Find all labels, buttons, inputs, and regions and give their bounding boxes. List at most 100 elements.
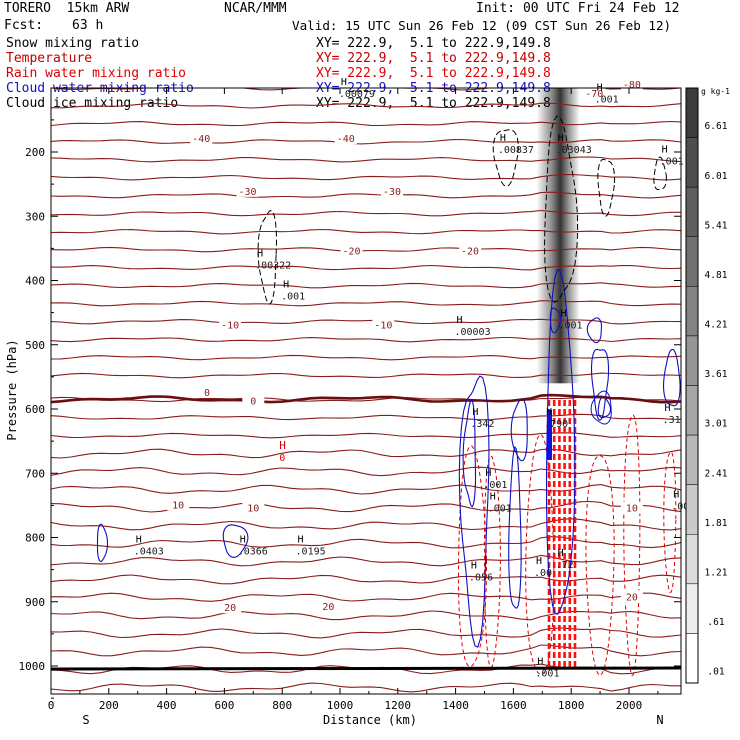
- maximum-h-marker: H: [536, 556, 542, 567]
- temperature-isotherm: [51, 372, 681, 379]
- rain-contour: [525, 433, 555, 675]
- maximum-h-marker: H: [662, 145, 668, 156]
- x-tick-label: 0: [48, 699, 55, 712]
- temperature-isotherm: [51, 246, 681, 253]
- temperature-isotherm: [51, 432, 681, 439]
- temperature-label-bg: [334, 132, 357, 145]
- cloud-water-contour: [510, 398, 528, 462]
- temperature-label: 0: [250, 396, 256, 407]
- x-tick-label: 1200: [385, 699, 412, 712]
- cloud-water-contour: [590, 348, 610, 421]
- rain-contours: [457, 400, 677, 677]
- surface-line: [50, 666, 682, 671]
- maximum-h-marker: H: [298, 535, 304, 546]
- maximum-value-label: .001: [483, 480, 507, 491]
- x-tick-label: 200: [99, 699, 119, 712]
- rain-contour: [623, 414, 641, 677]
- temperature-label: 20: [224, 603, 236, 614]
- maximum-value-label: .72: [556, 560, 574, 571]
- temperature-label-bg: [620, 501, 643, 514]
- rain-maximum-h-marker: H: [279, 439, 286, 452]
- temperature-isotherm: [51, 448, 681, 459]
- init-label: Init: 00 UTC Fri 24 Feb 12: [476, 1, 680, 16]
- colorbar-label: .61: [707, 617, 724, 628]
- cloud-water-contour: [508, 446, 522, 609]
- temperature-label: -40: [192, 134, 210, 145]
- maximum-value-label: .00: [671, 502, 689, 513]
- y-tick-label: 1000: [19, 660, 46, 673]
- temperature-isotherm: [51, 228, 681, 235]
- maximum-value-label: .0403: [134, 547, 164, 558]
- south-label: S: [82, 713, 89, 727]
- temperature-isotherm: [51, 466, 681, 477]
- colorbar: 6.61 6.01 5.41 4.81 4.21 3.61 3.01 2.41 1.81 1.21…: [685, 87, 730, 684]
- cloud-water-contour: [458, 375, 490, 648]
- colorbar-unit: g kg-1: [701, 87, 730, 96]
- colorbar-segment: [685, 534, 699, 585]
- maximum-h-marker: H: [283, 280, 289, 291]
- colorbar-segment: [685, 434, 699, 485]
- x-tick-label: 1600: [500, 699, 527, 712]
- colorbar-label: 3.01: [705, 419, 728, 430]
- maximum-value-label: .00322: [255, 261, 291, 272]
- maximum-h-marker: H: [558, 133, 564, 144]
- cloud-water-contour: [597, 396, 612, 419]
- temperature-label-bg: [620, 78, 643, 91]
- temperature-label-bg: [372, 318, 395, 331]
- maximum-value-label: .00003: [454, 327, 490, 338]
- temperature-contours: [51, 88, 681, 693]
- maximum-value-label: .00079: [339, 89, 375, 100]
- temperature-label-bg: [381, 184, 404, 197]
- temperature-label: 10: [247, 504, 259, 515]
- colorbar-segment: [685, 186, 699, 238]
- temperature-isotherm: [51, 644, 681, 657]
- temperature-label: -70: [585, 89, 603, 100]
- y-tick-label: 300: [25, 210, 45, 223]
- legend-xy-temperature: XY= 222.9, 5.1 to 222.9,149.8: [316, 51, 551, 66]
- x-tick-label: 2000: [616, 699, 643, 712]
- temperature-label-bg: [219, 601, 242, 614]
- maximum-value-label: .342: [470, 419, 494, 430]
- colorbar-segment: [685, 286, 699, 337]
- y-tick-label: 200: [25, 146, 45, 159]
- freezing-level-isotherm: [51, 393, 681, 404]
- temperature-isotherm: [51, 336, 681, 343]
- org-label: NCAR/MMM: [224, 1, 287, 16]
- colorbar-label: .01: [707, 667, 724, 678]
- temperature-label: -80: [623, 80, 641, 91]
- temperature-isotherm: [51, 592, 681, 602]
- colorbar-label: 3.61: [705, 369, 728, 380]
- temperature-label-bg: [196, 385, 219, 398]
- cloud-water-contours: [96, 269, 681, 648]
- temperature-label: 10: [172, 500, 184, 511]
- temperature-isotherm: [51, 627, 681, 639]
- cloud-ice-contour: [653, 156, 667, 191]
- y-axis-label: Pressure (hPa): [5, 339, 19, 440]
- temperature-isotherm: [51, 138, 681, 145]
- colorbar-segment: [685, 385, 699, 436]
- legend-label-snow: Snow mixing ratio: [6, 36, 140, 51]
- temperature-label: 0: [204, 388, 210, 399]
- colorbar-label: 1.81: [705, 518, 728, 529]
- cloud-water-contour: [545, 269, 576, 615]
- maximum-value-label: .03043: [556, 145, 592, 156]
- maximum-value-label: .0366: [238, 547, 268, 558]
- maximum-value-label: .001: [559, 320, 583, 331]
- y-tick-label: 700: [25, 467, 45, 480]
- x-tick-label: 600: [214, 699, 234, 712]
- temperature-label-bg: [236, 184, 259, 197]
- maximum-h-marker: H: [472, 407, 478, 418]
- snow-plume: [536, 88, 580, 384]
- maximum-h-marker: H: [456, 315, 462, 326]
- temperature-isotherm: [51, 191, 681, 199]
- colorbar-label: 4.81: [705, 270, 728, 281]
- colorbar-segment: [685, 583, 699, 634]
- temperature-label: 10: [626, 504, 638, 515]
- maximum-h-marker: H: [257, 249, 263, 260]
- temperature-isotherm: [51, 156, 681, 163]
- maximum-value-label: .001: [595, 94, 619, 105]
- x-axis-label: Distance (km): [323, 713, 417, 727]
- temperature-isotherm: [51, 173, 681, 181]
- legend-label-rain: Rain water mixing ratio: [6, 66, 187, 81]
